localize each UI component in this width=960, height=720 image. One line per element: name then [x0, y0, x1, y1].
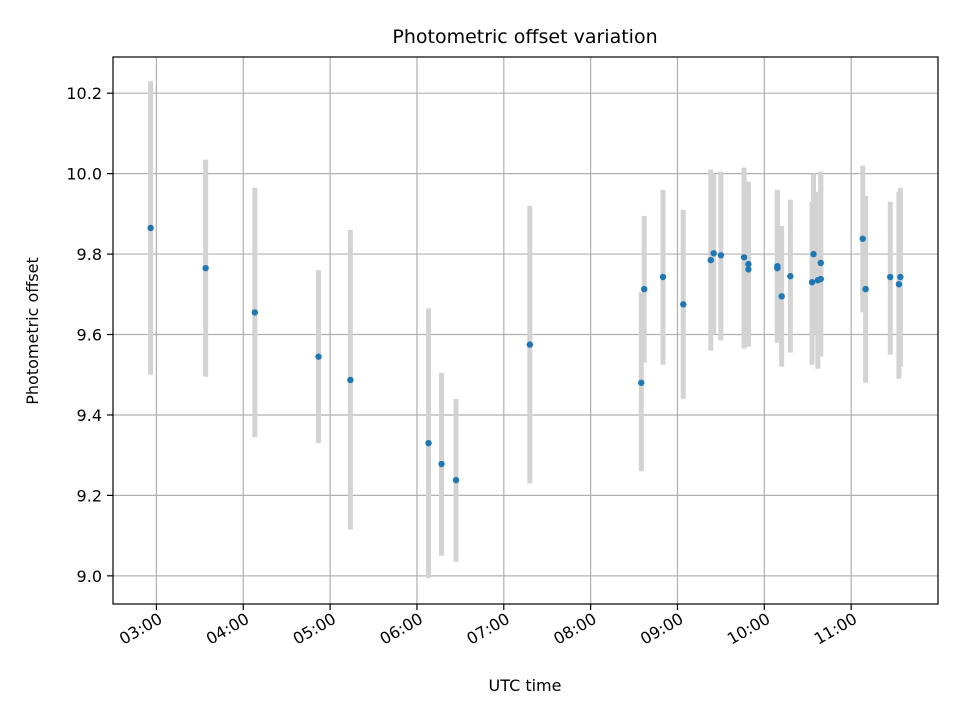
data-point [641, 286, 647, 292]
data-point [638, 380, 644, 386]
data-point [680, 301, 686, 307]
data-point [202, 265, 208, 271]
data-point [453, 477, 459, 483]
data-point [438, 461, 444, 467]
data-point [660, 274, 666, 280]
y-axis-label: Photometric offset [23, 257, 42, 405]
data-point [425, 440, 431, 446]
data-point [527, 341, 533, 347]
chart: Photometric offset variation 03:00 04:00 0… [0, 0, 960, 720]
data-point [887, 274, 893, 280]
data-point [252, 309, 258, 315]
data-point [778, 293, 784, 299]
y-tick-label: 9.0 [77, 567, 102, 586]
y-tick-label: 10.0 [66, 165, 102, 184]
data-point [809, 279, 815, 285]
data-point [347, 377, 353, 383]
y-tick-label: 10.2 [66, 84, 102, 103]
data-point [710, 250, 716, 256]
data-point [896, 281, 902, 287]
y-tick-label: 9.4 [77, 406, 102, 425]
data-point [315, 353, 321, 359]
y-tick-label: 9.6 [77, 326, 102, 345]
data-point [741, 254, 747, 260]
data-point [147, 225, 153, 231]
data-point [745, 266, 751, 272]
y-tick-label: 9.2 [77, 486, 102, 505]
data-point [860, 236, 866, 242]
data-point [818, 260, 824, 266]
chart-title: Photometric offset variation [392, 26, 657, 48]
data-point [708, 257, 714, 263]
data-point [818, 276, 824, 282]
data-point [718, 252, 724, 258]
data-point [897, 274, 903, 280]
data-point [774, 263, 780, 269]
data-point [810, 251, 816, 257]
data-point [787, 273, 793, 279]
data-point [862, 286, 868, 292]
y-tick-label: 9.8 [77, 245, 102, 264]
x-axis-label: UTC time [489, 676, 562, 695]
